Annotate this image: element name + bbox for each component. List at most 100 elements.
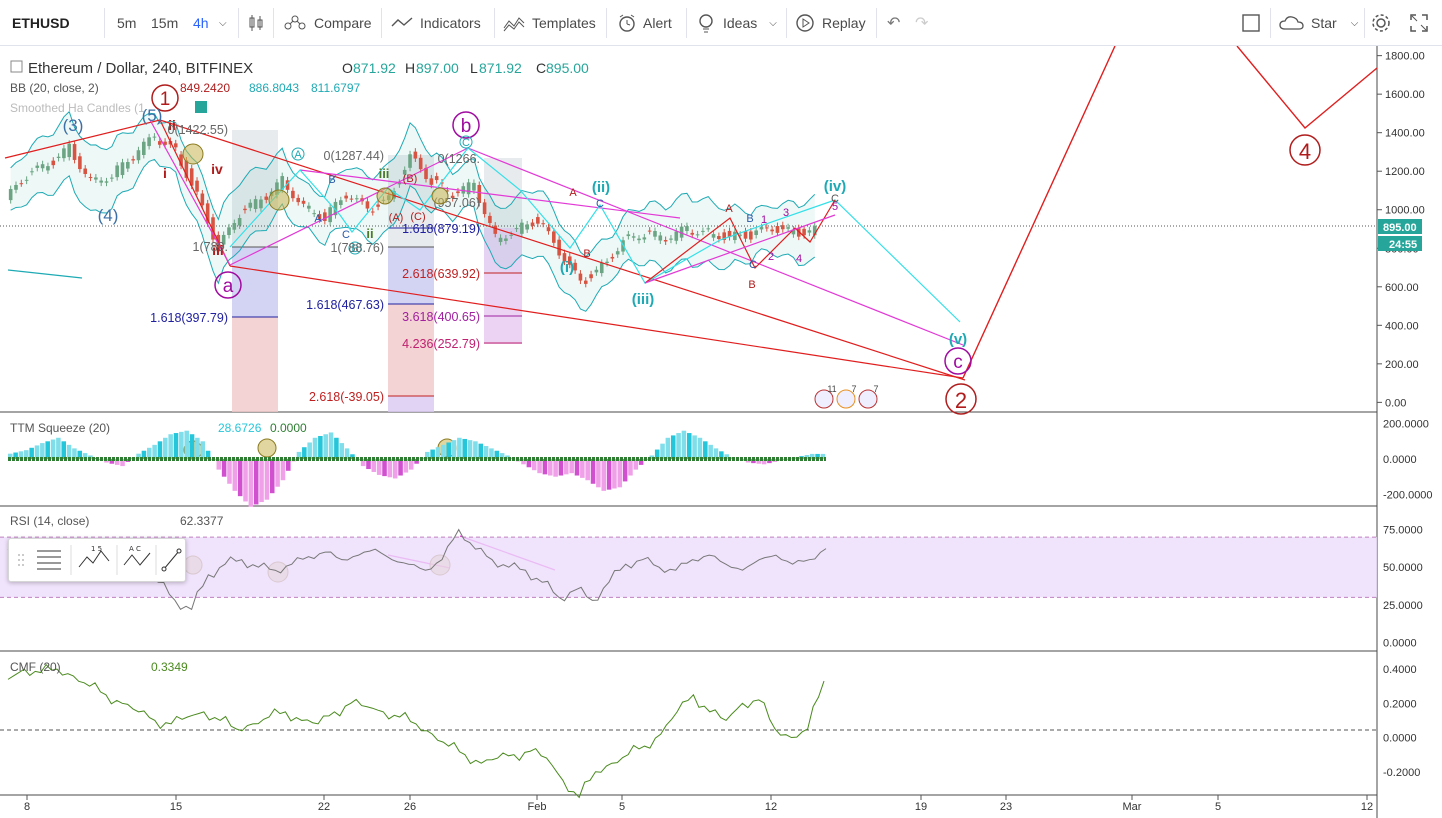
ttm-bar — [719, 451, 724, 459]
eye-icon[interactable] — [195, 101, 207, 113]
ttm-bar — [387, 459, 393, 478]
fib-retracement-icon[interactable] — [37, 550, 61, 570]
price-axis[interactable]: 1800.001600.001400.001200.001000.00800.0… — [1377, 51, 1425, 410]
ttm-bar — [318, 436, 323, 459]
star-label: Star — [1311, 15, 1337, 31]
wave-label: (3) — [63, 116, 84, 135]
wave-label: C — [596, 198, 604, 210]
interval-5m[interactable]: 5m — [117, 0, 136, 46]
candle-body — [573, 262, 577, 271]
ttm-bar — [184, 430, 189, 459]
undo-icon[interactable]: ↶ — [887, 15, 901, 32]
toolbar-divider — [104, 8, 105, 38]
ttm-bar — [237, 459, 243, 497]
symbol-search[interactable]: ETHUSD — [12, 0, 70, 46]
candle-body — [402, 169, 407, 175]
candle-body — [578, 273, 583, 281]
candle-body — [472, 182, 476, 191]
candle-body — [567, 256, 572, 265]
replay-button[interactable]: Replay — [795, 0, 866, 46]
ttm-bar — [435, 447, 441, 459]
candle-body — [195, 180, 199, 192]
elliott-impulse-icon[interactable]: 1 5 — [78, 545, 110, 568]
candle-body — [599, 262, 604, 274]
interval-15m[interactable]: 15m — [151, 0, 178, 46]
trendline-icon[interactable] — [161, 548, 182, 572]
star-dropdown-icon[interactable]: ⌵ — [1350, 17, 1359, 29]
ttm-bar — [243, 459, 248, 502]
cmf-value: 0.3349 — [151, 660, 188, 674]
candle-body — [14, 184, 18, 190]
star-button[interactable]: Star ⌵ — [1279, 0, 1358, 46]
ttm-bar — [350, 454, 355, 459]
candle-body — [647, 230, 652, 232]
candle-body — [312, 213, 316, 215]
price-series — [8, 133, 817, 288]
axis-tick-label: 0.4000 — [1383, 664, 1417, 676]
indicators-button[interactable]: Indicators — [391, 0, 481, 46]
candle-type-button[interactable] — [247, 0, 265, 46]
ttm-bar — [302, 447, 307, 459]
ttm-bar — [152, 444, 157, 459]
candle-body — [72, 144, 77, 160]
candle-body — [615, 251, 620, 255]
candle-body — [280, 176, 285, 190]
interval-dropdown-icon[interactable]: ⌵ — [219, 17, 227, 29]
alert-label: Alert — [643, 15, 672, 31]
fib-label: 0(1266. — [438, 152, 480, 166]
ttm-bar — [232, 459, 238, 491]
event-flags: 11 7 7 — [814, 384, 879, 409]
fullscreen-toggle[interactable] — [1242, 0, 1260, 46]
ttm-bar — [334, 437, 339, 459]
ttm-bar — [596, 459, 601, 488]
expand-button[interactable] — [1410, 0, 1428, 46]
wave-label: (A) — [389, 212, 404, 224]
wave-label: c — [953, 352, 963, 373]
axis-tick-label: 5 — [1215, 801, 1221, 813]
time-axis[interactable]: 8 15 22 26 Feb 5 12 19 23 Mar 5 12 — [24, 795, 1373, 813]
bb-label: BB (20, close, 2) — [10, 81, 99, 95]
compare-button[interactable]: Compare — [283, 0, 372, 46]
ttm-bar — [163, 437, 168, 459]
candle-body — [200, 193, 205, 206]
ttm-bar — [724, 454, 729, 459]
legend-high: 897.00 — [416, 60, 459, 76]
candle-body — [397, 182, 402, 185]
interval-4h[interactable]: 4h — [193, 0, 209, 46]
wave-label: C — [749, 259, 757, 271]
candle-body — [370, 211, 375, 213]
candle-body — [253, 199, 258, 209]
settings-button[interactable] — [1370, 0, 1392, 46]
wave-label: (B) — [403, 173, 418, 185]
candle-body — [674, 231, 679, 241]
elliott-correction-icon[interactable]: A C — [123, 545, 151, 566]
toolbar-divider — [606, 8, 607, 38]
chart-area[interactable]: 1 2 4 (3) (4) (5) a b c i ii iii iv ii i… — [0, 46, 1442, 818]
candle-body — [24, 179, 29, 181]
candle-body — [780, 225, 785, 230]
ttm-bar — [756, 459, 762, 464]
axis-tick-label: 75.0000 — [1383, 525, 1423, 537]
candle-body — [749, 231, 753, 240]
bollinger-bands — [10, 110, 816, 312]
collapse-legend-icon[interactable] — [10, 60, 23, 73]
wave-label: 4 — [796, 253, 802, 265]
ideas-button[interactable]: Ideas ⌵ — [697, 0, 777, 46]
ttm-bar — [13, 452, 18, 459]
ideas-dropdown-icon[interactable]: ⌵ — [769, 17, 777, 29]
candle-body — [354, 198, 359, 200]
fib-label: 0(1422.55) — [168, 123, 228, 137]
candle-body — [413, 151, 418, 159]
templates-button[interactable]: Templates — [503, 0, 596, 46]
toolbar-divider — [1270, 8, 1271, 38]
candle-body — [631, 236, 636, 238]
wave-label: A — [294, 149, 302, 161]
alert-button[interactable]: Alert — [617, 0, 672, 46]
candle-body — [685, 226, 689, 231]
redo-icon[interactable]: ↷ — [915, 15, 929, 32]
candle-body — [706, 228, 711, 230]
bb-upper-line — [10, 110, 816, 258]
axis-tick-label: 25.0000 — [1383, 600, 1423, 612]
rsi-value: 62.3377 — [180, 514, 224, 528]
ttm-bar — [670, 435, 676, 459]
